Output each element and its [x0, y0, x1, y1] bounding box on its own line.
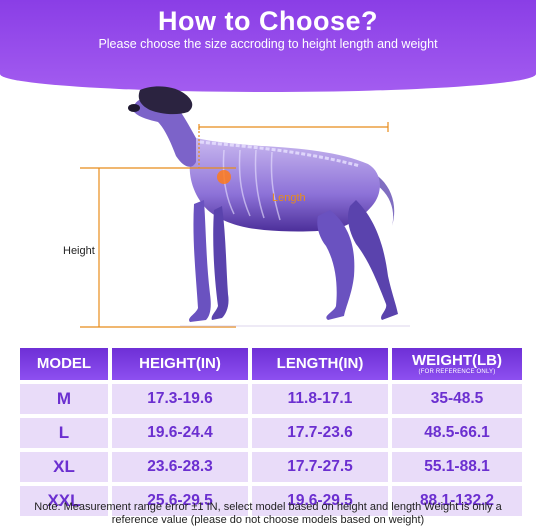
header-weight-note: (FOR REFERENCE ONLY)	[418, 368, 496, 375]
length-label: Length	[272, 192, 306, 204]
header-length: LENGTH(IN)	[252, 348, 388, 380]
cell-weight: 35-48.5	[392, 384, 522, 414]
cell-length: 17.7-27.5	[252, 452, 388, 482]
height-guide	[80, 127, 236, 328]
table-row: M 17.3-19.6 11.8-17.1 35-48.5	[20, 384, 522, 414]
header-height: HEIGHT(IN)	[112, 348, 248, 380]
cell-height: 19.6-24.4	[112, 418, 248, 448]
table-row: XXL 25.6-29.5 19.6-29.5 88.1-132.2	[20, 486, 522, 516]
dog-xray-illustration	[80, 86, 410, 328]
cell-length: 17.7-23.6	[252, 418, 388, 448]
cell-weight: 48.5-66.1	[392, 418, 522, 448]
length-guide	[198, 122, 389, 132]
table-row: XL 23.6-28.3 17.7-27.5 55.1-88.1	[20, 452, 522, 482]
note-line-2: reference value (please do not choose mo…	[111, 514, 425, 526]
table-header-row: MODEL HEIGHT(IN) LENGTH(IN) WEIGHT(LB) (…	[20, 348, 522, 380]
height-label: Height	[63, 245, 95, 257]
cell-weight: 88.1-132.2	[392, 486, 522, 516]
header-banner: How to Choose? Please choose the size ac…	[0, 0, 536, 92]
header-weight: WEIGHT(LB) (FOR REFERENCE ONLY)	[392, 348, 522, 380]
header-model: MODEL	[20, 348, 108, 380]
measurement-note: Note: Measurement range error ±1 IN, sel…	[0, 501, 536, 527]
dog-silhouette	[128, 86, 398, 322]
note-line-1: Note: Measurement range error ±1 IN, sel…	[34, 501, 502, 513]
page-title: How to Choose?	[158, 6, 378, 36]
table-row: L 19.6-24.4 17.7-23.6 48.5-66.1	[20, 418, 522, 448]
size-chart-table: MODEL HEIGHT(IN) LENGTH(IN) WEIGHT(LB) (…	[16, 344, 526, 520]
cell-length: 19.6-29.5	[252, 486, 388, 516]
cell-model: M	[20, 384, 108, 414]
cell-height: 23.6-28.3	[112, 452, 248, 482]
dog-measurement-figure: Length Height	[0, 80, 536, 336]
cell-height: 17.3-19.6	[112, 384, 248, 414]
cell-model: L	[20, 418, 108, 448]
cell-model: XL	[20, 452, 108, 482]
header-weight-label: WEIGHT(LB)	[412, 351, 502, 369]
cell-length: 11.8-17.1	[252, 384, 388, 414]
cell-model: XXL	[20, 486, 108, 516]
page-subtitle: Please choose the size accroding to heig…	[98, 37, 438, 51]
cell-weight: 55.1-88.1	[392, 452, 522, 482]
cell-height: 25.6-29.5	[112, 486, 248, 516]
